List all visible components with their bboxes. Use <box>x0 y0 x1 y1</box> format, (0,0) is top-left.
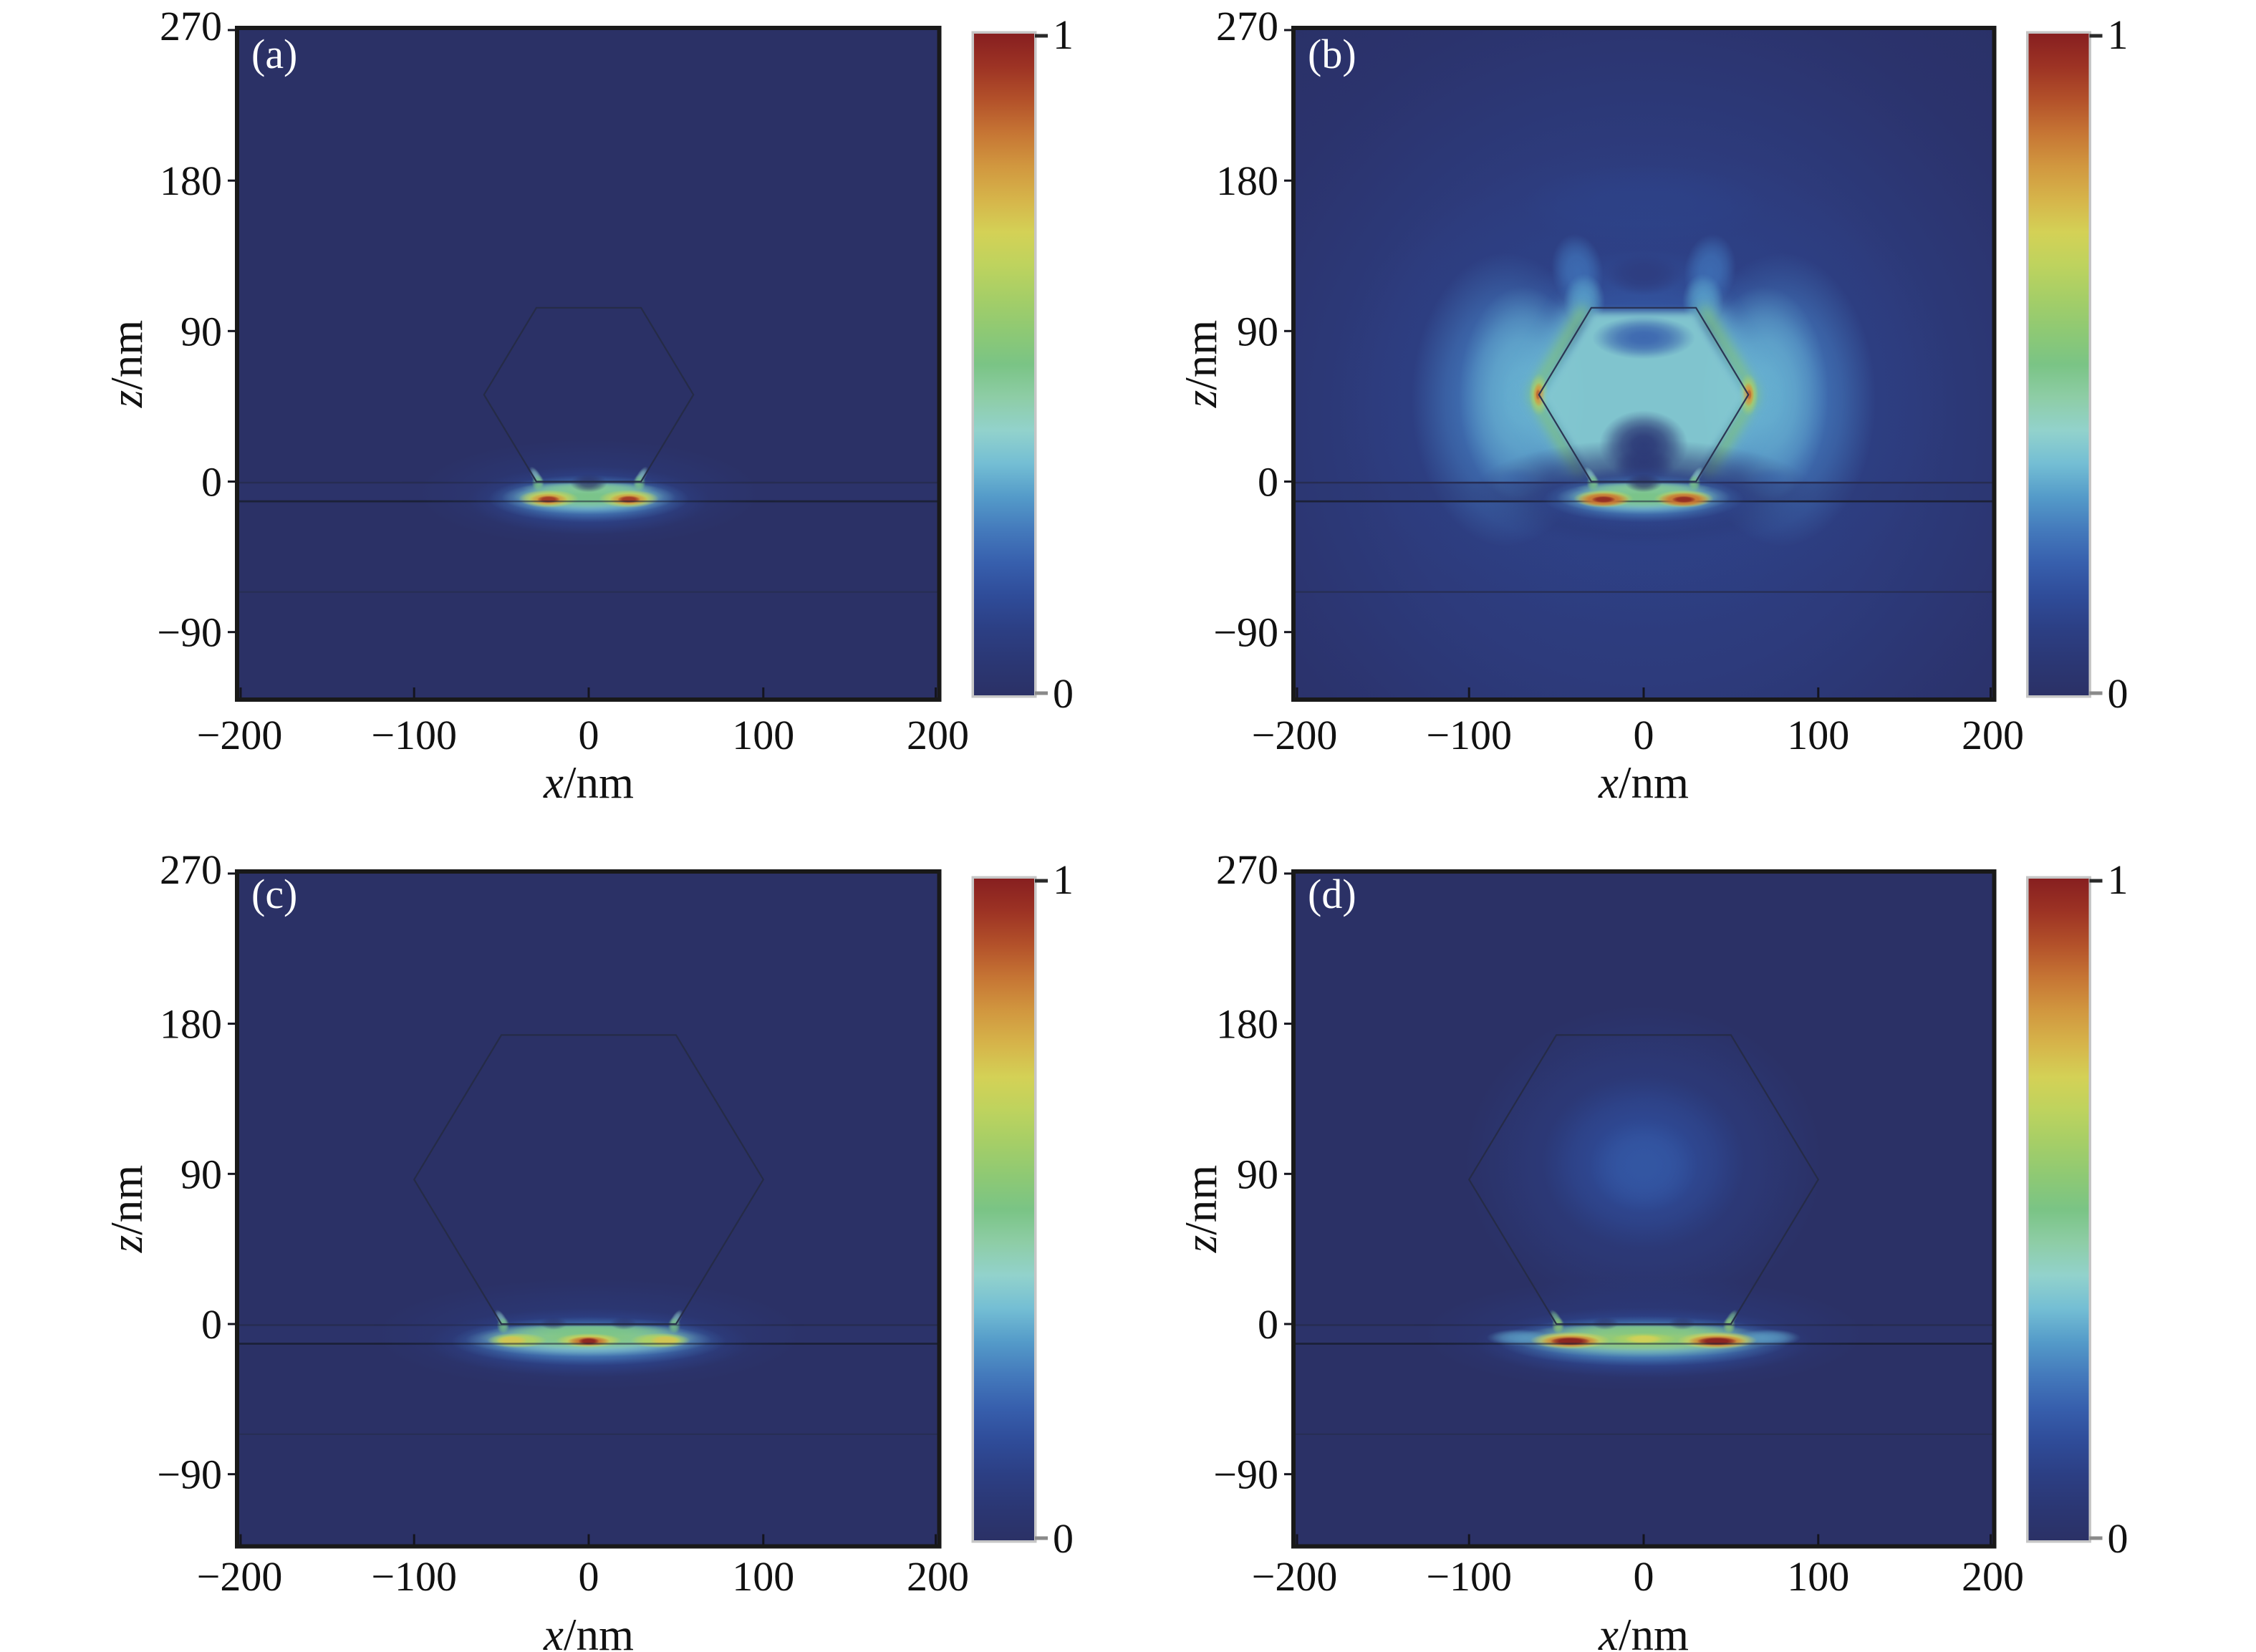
svg-text:180: 180 <box>160 1001 222 1048</box>
svg-text:90: 90 <box>180 1151 222 1197</box>
svg-text:z/nm: z/nm <box>1176 1165 1226 1254</box>
svg-text:0: 0 <box>2108 670 2129 717</box>
svg-text:−200: −200 <box>197 712 283 758</box>
svg-text:0: 0 <box>579 1553 599 1600</box>
svg-text:−200: −200 <box>1252 1553 1338 1600</box>
svg-text:−100: −100 <box>1426 712 1512 758</box>
svg-text:100: 100 <box>1787 712 1849 758</box>
svg-text:(b): (b) <box>1308 31 1356 77</box>
svg-text:1: 1 <box>2108 11 2129 58</box>
svg-text:200: 200 <box>907 1553 969 1600</box>
svg-text:−100: −100 <box>371 712 457 758</box>
svg-text:z/nm: z/nm <box>1176 320 1226 409</box>
svg-text:z/nm: z/nm <box>102 1165 152 1254</box>
svg-text:0: 0 <box>1634 712 1654 758</box>
svg-text:0: 0 <box>1634 1553 1654 1600</box>
svg-text:0: 0 <box>1053 1515 1074 1562</box>
svg-text:180: 180 <box>160 158 222 204</box>
svg-text:0: 0 <box>2108 1515 2129 1562</box>
svg-text:1: 1 <box>1053 856 1074 903</box>
svg-text:x/nm: x/nm <box>543 1610 634 1652</box>
svg-text:0: 0 <box>579 712 599 758</box>
svg-text:(a): (a) <box>251 31 297 77</box>
svg-text:x/nm: x/nm <box>543 758 634 808</box>
svg-text:180: 180 <box>1216 158 1278 204</box>
svg-text:−90: −90 <box>1213 609 1278 656</box>
svg-text:−90: −90 <box>1213 1451 1278 1498</box>
svg-text:0: 0 <box>1258 459 1278 506</box>
svg-text:0: 0 <box>1053 670 1074 717</box>
svg-text:(c): (c) <box>251 871 297 917</box>
svg-text:−200: −200 <box>1252 712 1338 758</box>
svg-text:180: 180 <box>1216 1001 1278 1048</box>
svg-text:1: 1 <box>2108 856 2129 903</box>
svg-text:100: 100 <box>732 1553 794 1600</box>
svg-text:0: 0 <box>201 1301 222 1348</box>
svg-text:270: 270 <box>1216 3 1278 49</box>
svg-text:90: 90 <box>1237 1151 1278 1197</box>
svg-text:x/nm: x/nm <box>1598 758 1689 808</box>
svg-text:100: 100 <box>1787 1553 1849 1600</box>
svg-text:−100: −100 <box>1426 1553 1512 1600</box>
svg-text:270: 270 <box>1216 846 1278 893</box>
svg-text:270: 270 <box>160 3 222 49</box>
svg-text:0: 0 <box>201 459 222 506</box>
svg-text:270: 270 <box>160 846 222 893</box>
svg-text:100: 100 <box>732 712 794 758</box>
svg-text:1: 1 <box>1053 11 1074 58</box>
svg-text:200: 200 <box>907 712 969 758</box>
svg-text:−100: −100 <box>371 1553 457 1600</box>
svg-text:90: 90 <box>180 308 222 354</box>
svg-text:−90: −90 <box>157 1451 222 1498</box>
svg-text:−200: −200 <box>197 1553 283 1600</box>
svg-text:200: 200 <box>1962 712 2024 758</box>
svg-text:90: 90 <box>1237 308 1278 354</box>
svg-text:0: 0 <box>1258 1301 1278 1348</box>
svg-text:(d): (d) <box>1308 871 1356 917</box>
svg-text:z/nm: z/nm <box>102 320 152 409</box>
svg-text:−90: −90 <box>157 609 222 656</box>
svg-text:x/nm: x/nm <box>1598 1610 1689 1652</box>
svg-text:200: 200 <box>1962 1553 2024 1600</box>
